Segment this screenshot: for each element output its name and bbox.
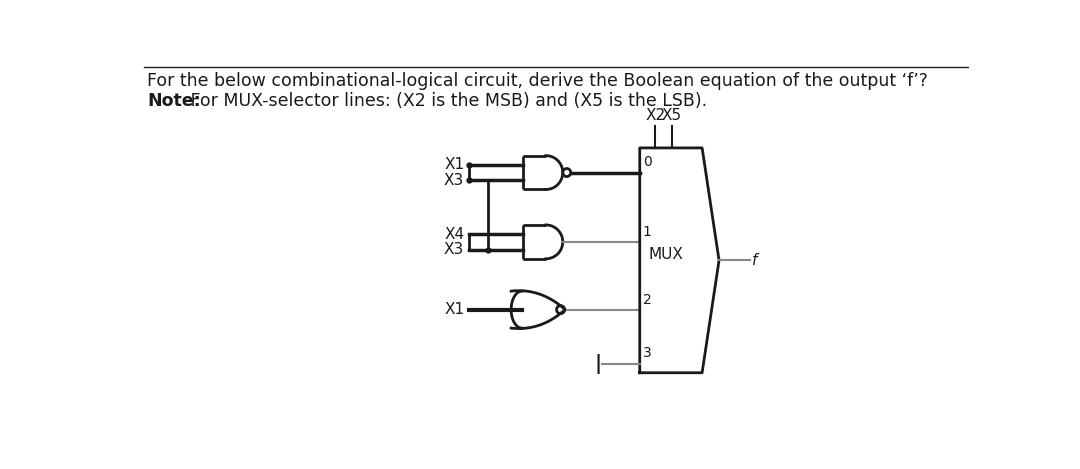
- Text: X3: X3: [444, 173, 464, 188]
- Text: Note:: Note:: [147, 92, 201, 111]
- Text: 1: 1: [643, 225, 651, 239]
- Text: |: |: [595, 354, 602, 373]
- Text: X3: X3: [444, 242, 464, 257]
- Text: MUX: MUX: [649, 247, 684, 262]
- Text: For MUX-selector lines: (X2 is the MSB) and (X5 is the LSB).: For MUX-selector lines: (X2 is the MSB) …: [185, 92, 706, 111]
- Text: X5: X5: [662, 108, 683, 123]
- Text: X2: X2: [645, 108, 665, 123]
- Text: 3: 3: [643, 347, 651, 361]
- Text: X1: X1: [444, 158, 464, 172]
- Text: 0: 0: [643, 155, 651, 169]
- Text: X4: X4: [444, 227, 464, 242]
- Text: 2: 2: [643, 293, 651, 307]
- Text: f: f: [752, 253, 757, 268]
- Text: For the below combinational-logical circuit, derive the Boolean equation of the : For the below combinational-logical circ…: [147, 72, 928, 91]
- Text: X1: X1: [444, 302, 464, 317]
